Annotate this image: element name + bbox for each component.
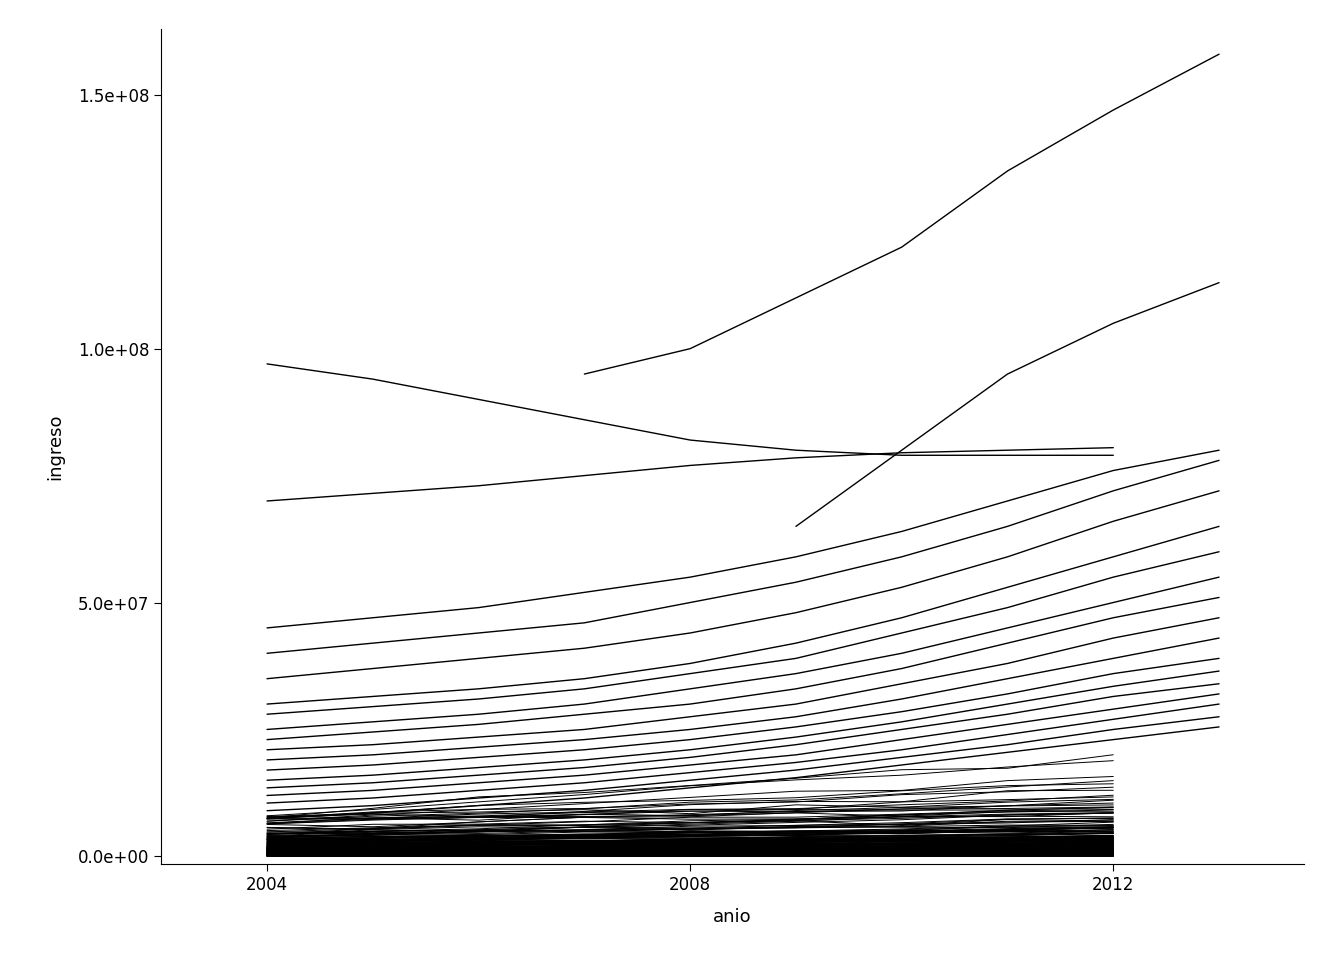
Y-axis label: ingreso: ingreso — [46, 413, 65, 480]
X-axis label: anio: anio — [714, 908, 751, 925]
